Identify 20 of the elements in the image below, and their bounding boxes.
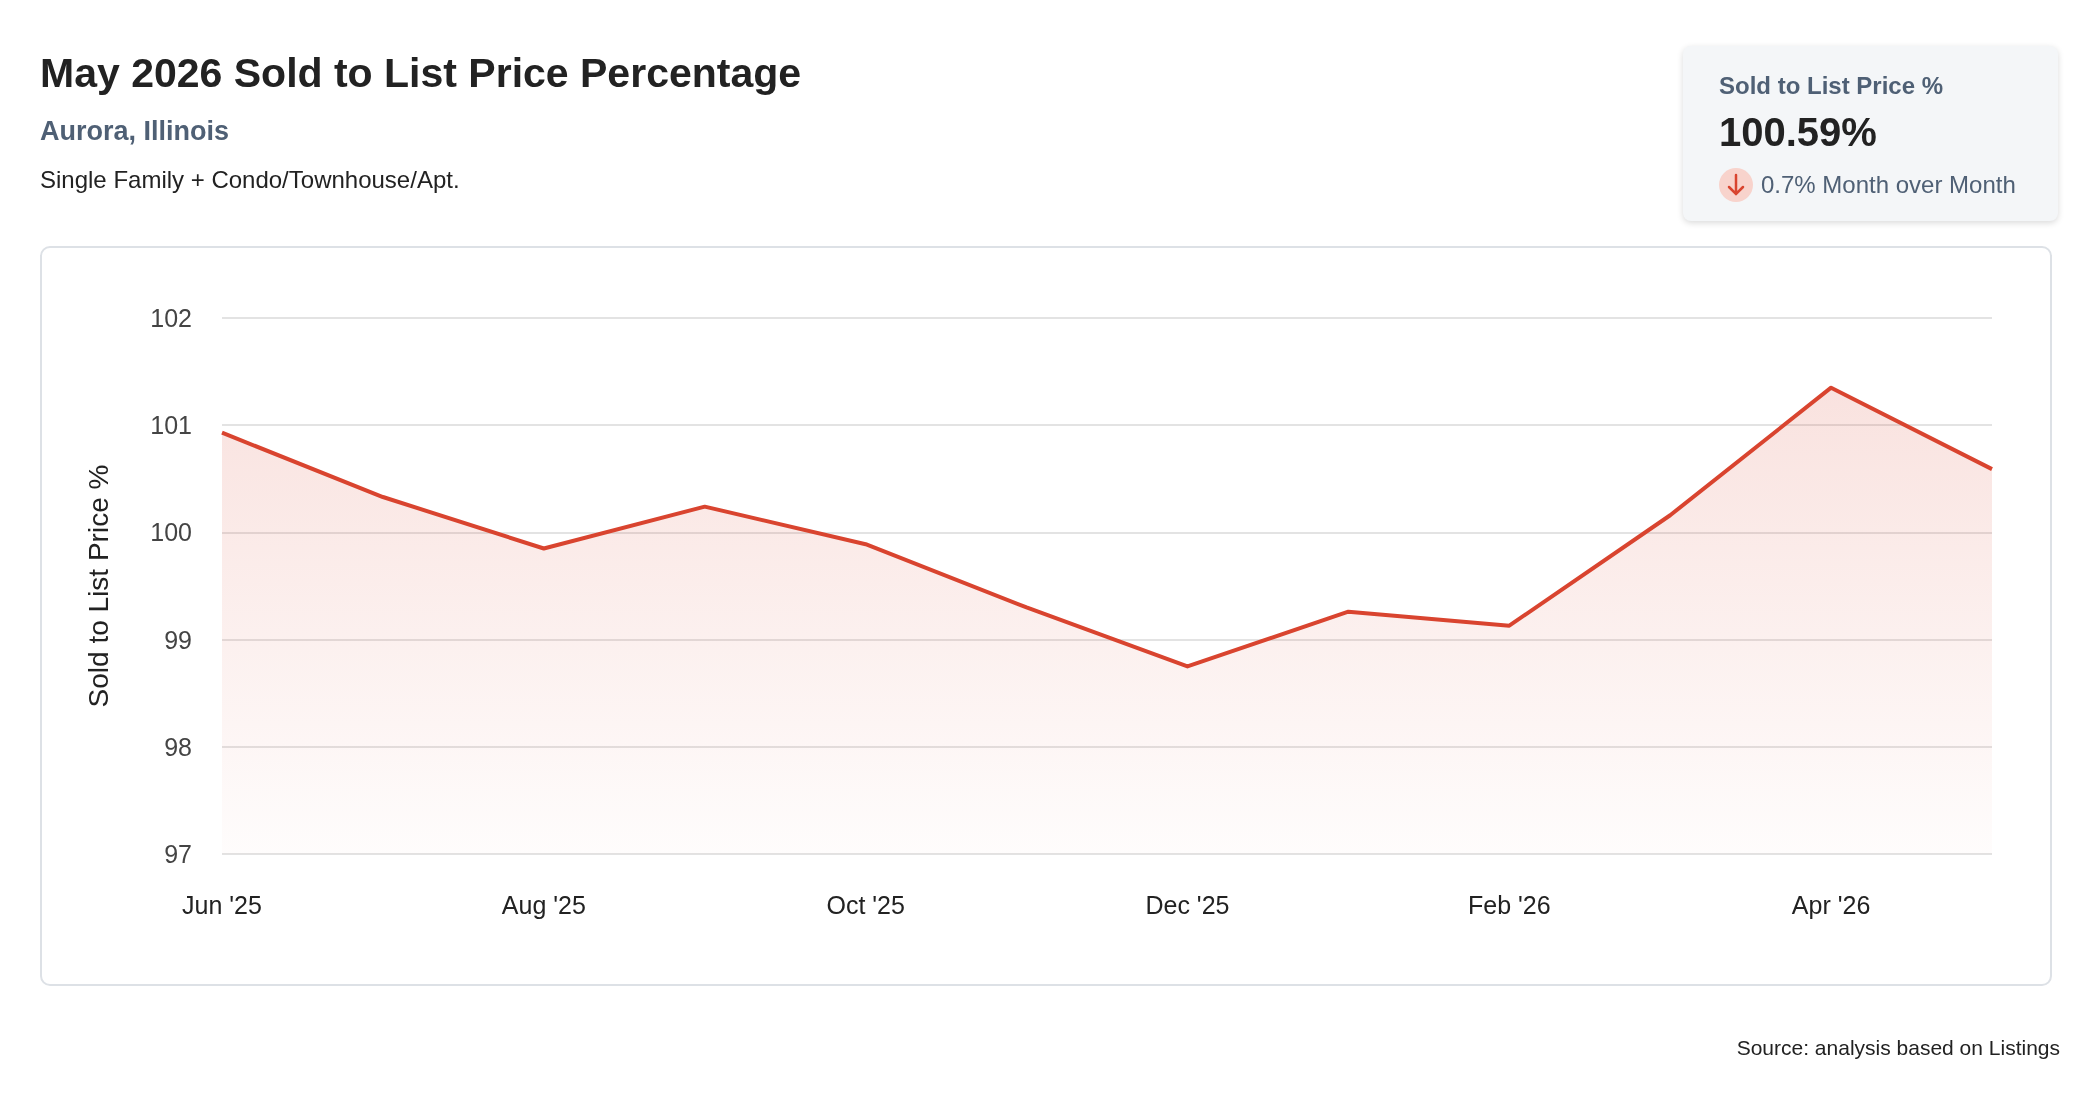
- text: 0.7% Month over Month: [1761, 171, 2016, 199]
- y-tick-label: 97: [164, 840, 192, 868]
- x-tick-label: Feb '26: [1467, 890, 1551, 919]
- x-tick-label: Oct '25: [826, 890, 905, 919]
- y-tick-label: 102: [150, 304, 192, 332]
- chart-subtitle: Aurora, Illinois: [40, 116, 230, 147]
- x-tick-label: Dec '25: [1145, 890, 1230, 919]
- y-axis-title: Sold to List Price %: [82, 464, 114, 708]
- text: Single Family + Condo/Townhouse/Apt.: [40, 166, 460, 194]
- text: 100.59%: [1719, 110, 1877, 155]
- y-tick-label: 99: [164, 625, 192, 654]
- y-tick-label: 100: [150, 518, 192, 547]
- y-tick-label: 101: [150, 411, 192, 440]
- x-tick-label: Aug '25: [501, 890, 586, 919]
- y-tick-label: 98: [164, 732, 192, 761]
- source-note: Source: analysis based on Listings: [1736, 1036, 2060, 1060]
- text: Sold to List Price %: [1719, 72, 1944, 100]
- x-tick-label: Jun '25: [182, 890, 262, 919]
- x-tick-label: Apr '26: [1791, 890, 1871, 919]
- chart-title: May 2026 Sold to List Price Percentage: [40, 50, 802, 97]
